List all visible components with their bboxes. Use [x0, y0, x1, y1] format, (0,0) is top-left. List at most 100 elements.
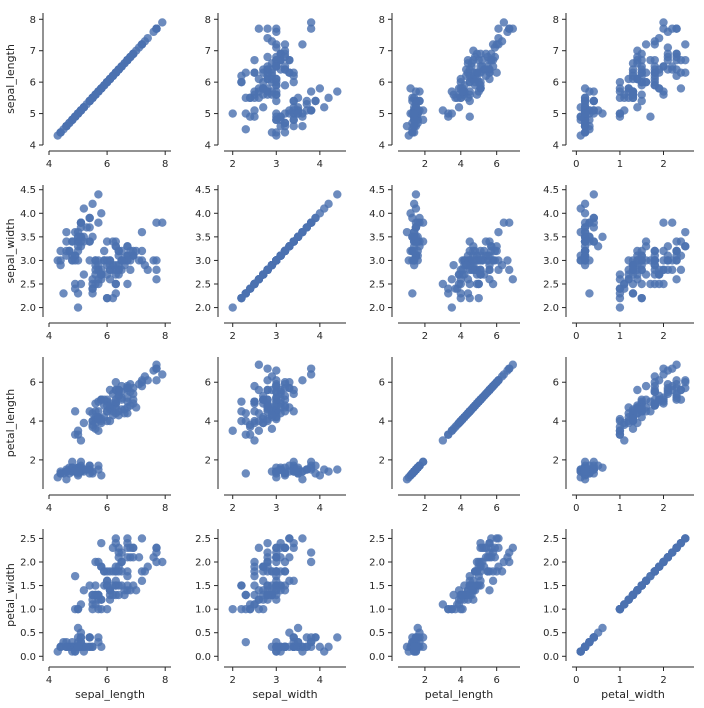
scatter-point [481, 543, 491, 553]
scatter-point [228, 426, 237, 435]
scatter-point [250, 87, 259, 96]
scatter-point [580, 242, 590, 251]
y-tick-label: 0.5 [543, 628, 559, 639]
scatter-point [659, 218, 668, 227]
scatter-point [117, 557, 126, 567]
scatter-point [633, 103, 642, 112]
scatter-point [641, 237, 651, 246]
x-tick-label: 4 [317, 159, 323, 170]
scatter-point [409, 642, 419, 652]
scatter-point [123, 553, 132, 562]
y-tick-label: 6 [205, 78, 211, 89]
scatter-point [91, 581, 100, 590]
scatter-point [580, 199, 590, 209]
y-tick-label: 5 [553, 109, 559, 120]
y-tick-label: 2.5 [20, 534, 36, 545]
y-tick-label: 4 [30, 417, 36, 428]
scatter-point [650, 256, 659, 265]
scatter-point [158, 218, 167, 227]
y-tick-label: 2.5 [543, 280, 559, 291]
scatter-point [259, 562, 268, 571]
scatter-point [409, 109, 419, 118]
y-tick-label: 1.5 [369, 581, 385, 592]
scatter-point [654, 270, 664, 279]
scatter-point [494, 227, 503, 237]
scatter-points [228, 190, 342, 312]
scatter-point [672, 237, 681, 246]
scatter-point [250, 407, 259, 416]
scatter-point [152, 376, 161, 385]
scatter-point [152, 218, 161, 227]
scatter-point [263, 414, 272, 424]
scatter-point [105, 586, 115, 595]
scatter-point [620, 436, 629, 445]
scatter-point [463, 289, 473, 298]
scatter-point [88, 604, 97, 614]
y-tick-label: 3.5 [195, 232, 211, 243]
scatter-point [123, 383, 132, 393]
scatter-point [672, 360, 681, 369]
scatter-point [285, 467, 294, 476]
scatter-point [285, 642, 294, 652]
scatter-point [123, 55, 132, 65]
scatter-point [123, 279, 132, 289]
scatter-point [76, 600, 86, 609]
panel-petal_length-vs-sepal_length: 4 6 8 2 4 6 petal_length [4, 357, 171, 514]
scatter-point [56, 246, 65, 256]
scatter-point [99, 567, 109, 576]
scatter-point [637, 395, 646, 404]
scatter-point [628, 87, 638, 96]
scatter-point [637, 96, 646, 106]
scatter-point [272, 62, 281, 71]
scatter-point [499, 218, 509, 227]
y-tick-label: 2.5 [195, 280, 211, 291]
y-tick-label: 2.0 [20, 558, 36, 569]
scatter-point [237, 416, 246, 426]
scatter-point [654, 68, 664, 77]
y-tick-label: 2.0 [369, 303, 385, 314]
x-tick-label: 8 [162, 675, 168, 686]
scatter-point [681, 55, 690, 65]
scatter-point [650, 395, 659, 404]
scatter-point [267, 424, 277, 434]
scatter-point [447, 87, 457, 96]
scatter-point [111, 289, 121, 298]
scatter-point [250, 279, 259, 289]
scatter-point [76, 436, 86, 445]
scatter-point [508, 543, 518, 553]
scatter-point [263, 364, 272, 373]
scatter-point [418, 633, 428, 642]
y-tick-label: 4 [379, 141, 385, 152]
scatter-point [628, 265, 638, 275]
x-tick-label: 0 [573, 503, 579, 514]
scatter-point [659, 393, 668, 402]
scatter-point [272, 543, 281, 553]
scatter-point [68, 237, 77, 246]
scatter-points [402, 360, 518, 484]
scatter-point [633, 405, 642, 414]
scatter-point [293, 469, 303, 478]
panel-petal_width-vs-sepal_width: 2 3 4 0.0 0.5 1.0 1.5 2.0 2.5 sepal_width [195, 529, 346, 701]
scatter-point [94, 604, 103, 614]
scatter-point [94, 218, 103, 227]
scatter-point [259, 84, 268, 93]
scatter-point [478, 62, 487, 71]
scatter-point [418, 457, 428, 467]
scatter-point [241, 469, 250, 478]
scatter-point [306, 557, 316, 567]
panel-petal_width-vs-petal_length: 2 4 6 0.0 0.5 1.0 1.5 2.0 2.5 petal_length [369, 529, 520, 701]
scatter-point [259, 270, 268, 279]
scatter-point [228, 604, 237, 614]
scatter-point [137, 567, 147, 576]
scatter-point [263, 401, 272, 410]
scatter-point [615, 430, 625, 439]
scatter-point [285, 553, 294, 562]
scatter-point [241, 430, 250, 439]
y-axis-label: petal_width [4, 563, 17, 627]
scatter-point [62, 642, 71, 652]
scatter-point [137, 381, 147, 391]
scatter-point [580, 642, 590, 652]
scatter-point [280, 40, 290, 49]
panel-petal_width-vs-petal_width: 0 1 2 0.0 0.5 1.0 1.5 2.0 2.5 petal_width [543, 529, 694, 701]
scatter-point [409, 115, 419, 125]
